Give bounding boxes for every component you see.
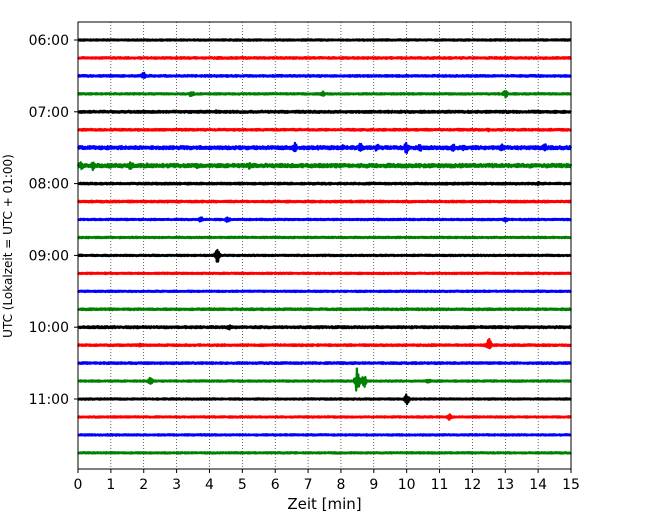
y-tick-label-0900: 09:00 (29, 248, 69, 264)
x-tick-label-0: 0 (74, 477, 83, 493)
trace-1100 (78, 394, 571, 404)
vertical-grid (111, 22, 538, 469)
x-axis: 0 1 2 3 4 5 6 7 8 9 10 11 12 13 14 15 (74, 469, 580, 493)
trace-1030 (78, 362, 571, 364)
trace-1115 (78, 414, 571, 419)
y-tick-label-1000: 10:00 (29, 320, 69, 336)
trace-group (78, 39, 571, 453)
trace-1145 (78, 452, 571, 453)
trace-0900 (78, 250, 571, 262)
trace-0600 (78, 39, 571, 40)
y-axis: 06:00 07:00 08:00 09:00 10:00 11:00 (29, 33, 78, 408)
plot-frame (78, 22, 571, 469)
trace-0645 (78, 91, 571, 97)
x-tick-label-6: 6 (271, 477, 280, 493)
trace-0930 (78, 291, 571, 292)
x-tick-label-1: 1 (106, 477, 115, 493)
y-axis-label: UTC (Lokalzeit = UTC + 01:00) (1, 154, 15, 338)
trace-0945 (78, 308, 571, 310)
x-tick-label-11: 11 (431, 477, 449, 493)
trace-0915 (78, 273, 571, 274)
trace-0730 (78, 143, 571, 153)
trace-0845 (78, 237, 571, 238)
trace-0800 (78, 182, 571, 185)
trace-0715 (78, 129, 571, 131)
trace-1130 (78, 434, 571, 435)
x-tick-label-10: 10 (398, 477, 416, 493)
x-tick-label-4: 4 (205, 477, 214, 493)
y-tick-label-0700: 07:00 (29, 105, 69, 121)
trace-1000 (78, 325, 571, 329)
x-tick-label-5: 5 (238, 477, 247, 493)
x-tick-label-12: 12 (463, 477, 481, 493)
x-tick-label-3: 3 (172, 477, 181, 493)
x-tick-label-9: 9 (369, 477, 378, 493)
x-tick-label-13: 13 (496, 477, 514, 493)
trace-0830 (78, 217, 571, 221)
trace-0615 (78, 57, 571, 59)
x-tick-label-8: 8 (336, 477, 345, 493)
trace-0815 (78, 201, 571, 203)
x-tick-label-7: 7 (304, 477, 313, 493)
trace-1045 (78, 368, 571, 390)
trace-0700 (78, 110, 571, 113)
y-tick-label-1100: 11:00 (29, 392, 69, 408)
y-tick-label-0800: 08:00 (29, 177, 69, 193)
x-tick-label-14: 14 (529, 477, 547, 493)
x-axis-label: Zeit [min] (287, 495, 361, 513)
trace-1015 (78, 339, 571, 348)
y-tick-label-0600: 06:00 (29, 33, 69, 49)
x-tick-label-2: 2 (139, 477, 148, 493)
trace-0745 (78, 162, 571, 170)
x-tick-label-15: 15 (562, 477, 580, 493)
trace-0630 (78, 73, 571, 78)
